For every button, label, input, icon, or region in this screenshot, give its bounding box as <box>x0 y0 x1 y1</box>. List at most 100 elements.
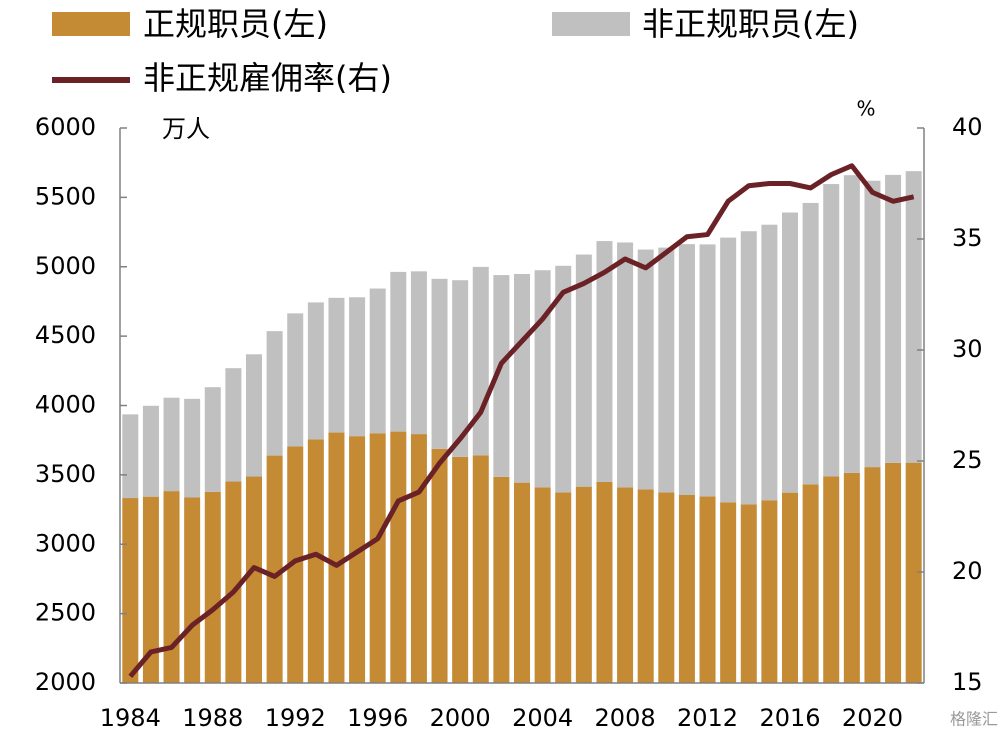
x-tick-label: 2016 <box>759 704 820 732</box>
legend-swatch <box>52 12 130 36</box>
x-tick-label: 1988 <box>182 704 243 732</box>
bar <box>678 494 695 683</box>
bar <box>163 491 180 683</box>
bar <box>349 297 366 437</box>
y-tick-label: 5000 <box>35 252 96 280</box>
bar <box>740 231 757 505</box>
x-tick-label: 1996 <box>347 704 408 732</box>
bar <box>184 497 201 683</box>
x-tick-label: 2012 <box>677 704 738 732</box>
bar <box>287 313 304 447</box>
bar <box>534 487 551 683</box>
y-tick-label: 4500 <box>35 321 96 349</box>
bar <box>122 498 139 683</box>
y2-tick-label: 15 <box>952 668 983 696</box>
y-unit: 万人 <box>162 115 210 143</box>
x-tick-label: 1992 <box>265 704 326 732</box>
bar <box>122 414 139 499</box>
bar <box>885 174 902 463</box>
line <box>128 163 915 678</box>
bar <box>864 180 881 468</box>
y2-tick-label: 30 <box>952 335 983 363</box>
bar <box>699 496 716 683</box>
y2-unit: % <box>856 97 875 121</box>
bar <box>472 266 489 456</box>
bar <box>823 476 840 683</box>
bar <box>266 331 283 456</box>
y2-tick-label: 40 <box>952 113 983 141</box>
bar <box>555 492 572 683</box>
bar <box>678 244 695 495</box>
bar <box>802 202 819 485</box>
bar <box>390 431 407 683</box>
bar <box>740 504 757 683</box>
bar <box>575 254 592 487</box>
bar <box>225 481 242 683</box>
y-tick-label: 5500 <box>35 182 96 210</box>
bar <box>555 265 572 493</box>
x-tick-label: 2000 <box>430 704 491 732</box>
bar <box>575 486 592 683</box>
bar <box>410 271 427 435</box>
bar <box>410 434 427 683</box>
bar <box>843 175 860 473</box>
bar <box>390 271 407 432</box>
legend-swatch <box>552 12 630 36</box>
bar <box>596 481 613 683</box>
bar <box>204 387 221 492</box>
bar <box>307 302 324 440</box>
bar <box>761 224 778 501</box>
bar <box>184 398 201 498</box>
bar <box>782 492 798 683</box>
bar <box>658 492 675 683</box>
bar <box>225 368 242 482</box>
bar <box>246 476 262 683</box>
bar <box>266 455 283 683</box>
bar <box>142 496 159 683</box>
bar <box>720 237 737 503</box>
bar <box>452 280 469 457</box>
bar <box>328 297 345 433</box>
bar <box>287 446 304 683</box>
y-tick-label: 2500 <box>35 599 96 627</box>
bar <box>720 502 737 683</box>
x-tick-label: 1984 <box>100 704 161 732</box>
bar <box>328 432 345 683</box>
bar <box>637 489 654 683</box>
bar <box>905 462 922 683</box>
bar <box>782 212 798 493</box>
x-tick-label: 2004 <box>512 704 573 732</box>
bar <box>637 249 654 490</box>
legend-label: 正规职员(左) <box>143 5 328 43</box>
bar <box>307 439 324 683</box>
bar <box>617 487 634 683</box>
bar <box>617 242 634 488</box>
y2-tick-label: 35 <box>952 224 983 252</box>
bar <box>761 500 778 683</box>
bar <box>905 171 922 463</box>
bar <box>534 270 551 488</box>
bar <box>864 467 881 683</box>
y-tick-label: 2000 <box>35 668 96 696</box>
x-tick-label: 2008 <box>595 704 656 732</box>
bar <box>658 247 675 493</box>
legend-label: 非正规职员(左) <box>642 5 859 43</box>
y-tick-label: 3500 <box>35 460 96 488</box>
watermark: 格隆汇 <box>950 710 998 729</box>
bar <box>843 472 860 683</box>
y2-tick-label: 20 <box>952 557 983 585</box>
bar <box>493 476 510 683</box>
bar <box>514 482 530 683</box>
x-tick-label: 2020 <box>842 704 903 732</box>
bar <box>823 184 840 477</box>
bar <box>802 484 819 683</box>
bar <box>885 462 902 683</box>
bar <box>452 456 469 683</box>
bar <box>369 433 386 683</box>
bar <box>472 455 489 683</box>
bar <box>493 275 510 477</box>
bar <box>142 405 159 497</box>
legend-label: 非正规雇佣率(右) <box>143 59 392 97</box>
